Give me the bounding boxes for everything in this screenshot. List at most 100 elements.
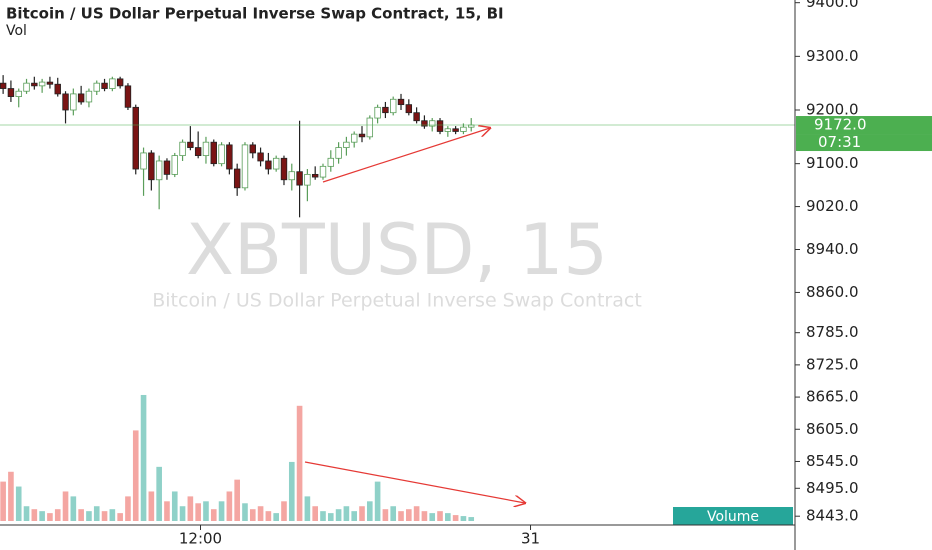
volume-bar <box>320 511 326 521</box>
candle-body <box>421 120 428 127</box>
candle-body <box>429 120 436 127</box>
volume-bar <box>195 503 201 521</box>
y-tick-label: 8605.0 <box>806 420 859 438</box>
y-tick-label: 8860.0 <box>806 283 859 301</box>
volume-bar <box>15 486 22 521</box>
candle-body <box>77 93 85 103</box>
watermark-subtitle: Bitcoin / US Dollar Perpetual Inverse Sw… <box>152 290 642 312</box>
candle-body <box>304 173 311 186</box>
y-tick-label: 9400.0 <box>806 0 859 11</box>
candle-body <box>31 82 38 87</box>
volume-bar <box>366 501 373 521</box>
y-tick-label: 8495.0 <box>806 479 859 497</box>
candle-body <box>350 133 358 143</box>
candle-body <box>265 160 272 170</box>
volume-bar <box>179 506 186 521</box>
candle-body <box>444 128 452 132</box>
volume-bar <box>421 511 428 521</box>
y-tick-label: 8785.0 <box>806 323 859 341</box>
candle-body <box>148 152 155 181</box>
volume-bar <box>23 506 30 521</box>
candle-body <box>296 171 303 186</box>
volume-bar <box>70 496 77 521</box>
y-tick-label: 8665.0 <box>806 388 859 406</box>
volume-bar <box>374 481 381 521</box>
volume-bar <box>0 481 6 521</box>
y-tick-label: 9100.0 <box>806 154 859 172</box>
y-tick-label: 8940.0 <box>806 240 859 258</box>
candle-body <box>311 173 319 178</box>
volume-bar <box>304 496 311 521</box>
trend-arrow <box>322 128 490 183</box>
volume-bar <box>398 511 404 521</box>
candle-body <box>382 106 389 114</box>
volume-bar <box>281 501 287 521</box>
candle-body <box>109 78 116 89</box>
candle-body <box>0 82 7 89</box>
last-price-box <box>796 116 932 135</box>
volume-bar <box>249 509 256 521</box>
y-tick-label: 8443.0 <box>806 507 859 525</box>
candle-body <box>257 152 264 162</box>
candle-body <box>226 144 233 170</box>
candle-body <box>272 157 280 170</box>
volume-bar <box>39 511 45 521</box>
countdown-label: 07:31 <box>818 133 861 151</box>
candle-body <box>397 98 405 106</box>
candle-body <box>140 152 147 170</box>
candle-body <box>171 155 178 175</box>
volume-bar <box>164 501 170 521</box>
chart-title: Bitcoin / US Dollar Perpetual Inverse Sw… <box>6 5 504 23</box>
volume-bar <box>327 513 334 521</box>
volume-bar <box>343 506 350 521</box>
volume-bar <box>452 515 459 521</box>
candle-body <box>249 144 256 154</box>
candle-body <box>179 141 186 157</box>
volume-bar <box>468 517 475 521</box>
candle-body <box>163 160 171 175</box>
volume-bar <box>54 509 61 521</box>
candle-body <box>319 165 327 178</box>
candle-body <box>241 144 249 189</box>
y-tick-label: 9200.0 <box>806 101 859 119</box>
volume-bar <box>78 509 84 521</box>
volume-bar <box>257 506 264 521</box>
volume-bar <box>132 430 139 521</box>
volume-badge-bg <box>673 507 793 525</box>
candle-body <box>452 128 459 132</box>
candle-body <box>101 82 108 89</box>
watermark: XBTUSD, 15 <box>186 209 608 291</box>
volume-bar <box>187 496 194 521</box>
volume-bar <box>156 466 162 521</box>
volume-bar <box>445 513 451 521</box>
countdown-box <box>796 134 932 152</box>
volume-bar <box>312 506 318 521</box>
candle-body <box>187 141 194 148</box>
volume-bar <box>47 513 53 521</box>
volume-bar <box>117 513 123 521</box>
volume-bar <box>413 506 420 521</box>
y-tick-label: 9300.0 <box>806 47 859 65</box>
volume-bar <box>125 496 131 521</box>
candle-body <box>124 85 132 108</box>
candle-body <box>202 141 210 157</box>
volume-bar <box>296 405 303 521</box>
candle-body <box>155 160 163 181</box>
volume-bar <box>335 509 342 521</box>
volume-bar <box>406 509 412 521</box>
volume-badge: Volume <box>707 509 759 525</box>
candle-body <box>7 88 15 97</box>
volume-bar <box>101 511 108 521</box>
candle-body <box>374 106 381 119</box>
volume-bar <box>242 503 248 521</box>
volume-bar <box>62 491 69 521</box>
volume-bar <box>93 506 100 521</box>
candle-body <box>413 112 420 122</box>
volume-bar <box>234 479 240 521</box>
candle-body <box>15 90 22 97</box>
candle-body <box>343 141 350 148</box>
y-tick-label: 8545.0 <box>806 452 859 470</box>
candle-body <box>194 147 202 157</box>
volume-bar <box>390 506 397 521</box>
